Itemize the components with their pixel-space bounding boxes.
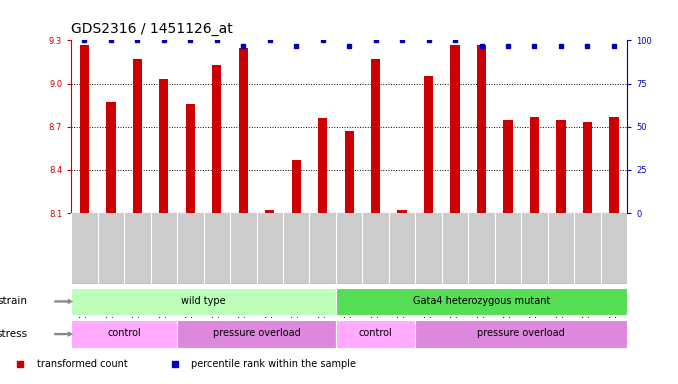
Bar [583, 122, 592, 213]
Bar [292, 160, 301, 213]
Bar [106, 102, 115, 213]
Bar [450, 45, 460, 213]
Text: wild type: wild type [181, 296, 226, 306]
Bar [557, 119, 565, 213]
Text: control: control [359, 328, 393, 338]
Text: pressure overload: pressure overload [213, 328, 300, 338]
Text: stress: stress [0, 329, 27, 339]
Bar [133, 59, 142, 213]
Bar [344, 131, 354, 213]
Bar [159, 79, 168, 213]
Bar [212, 65, 222, 213]
Text: transformed count: transformed count [37, 359, 127, 369]
Bar [71, 320, 177, 348]
Bar [71, 288, 336, 315]
Bar [186, 104, 195, 213]
Bar [80, 45, 89, 213]
Bar [318, 118, 327, 213]
Text: Gata4 heterozygous mutant: Gata4 heterozygous mutant [413, 296, 551, 306]
Text: GDS2316 / 1451126_at: GDS2316 / 1451126_at [71, 23, 233, 36]
Text: strain: strain [0, 296, 27, 306]
Text: percentile rank within the sample: percentile rank within the sample [191, 359, 357, 369]
Bar [503, 119, 513, 213]
Bar [477, 45, 486, 213]
Bar [265, 210, 275, 213]
Bar [530, 117, 539, 213]
Text: control: control [107, 328, 141, 338]
Bar [239, 48, 248, 213]
Bar [610, 117, 618, 213]
Bar [177, 320, 336, 348]
Bar [397, 210, 407, 213]
Bar [424, 76, 433, 213]
Bar [371, 59, 380, 213]
Bar [336, 288, 627, 315]
Bar [336, 320, 416, 348]
Text: pressure overload: pressure overload [477, 328, 565, 338]
Bar [416, 320, 627, 348]
